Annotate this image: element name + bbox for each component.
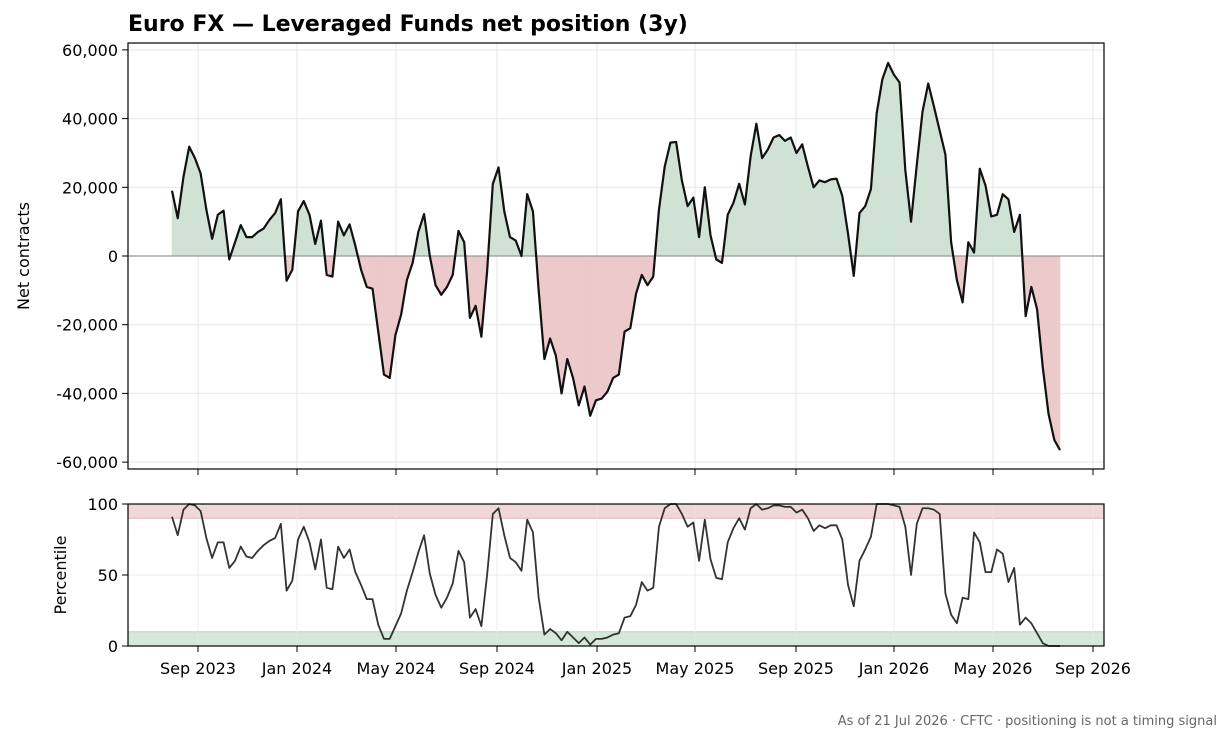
- x-tick-label: Sep 2024: [459, 659, 535, 678]
- bottom-y-tick-label: 0: [108, 637, 118, 656]
- top-y-tick-label: 0: [108, 247, 118, 266]
- percentile-bands: [128, 504, 1104, 646]
- net-area-segment: [188, 146, 196, 257]
- top-y-tick-label: -60,000: [56, 453, 118, 472]
- net-area-segment: [887, 62, 895, 257]
- percentile-panel: 0 50 100 Sep 2023 Jan 2024 May 2024 Sep 2024 J…: [51, 495, 1131, 678]
- net-area-segment: [778, 134, 786, 257]
- top-y-tick-label: -40,000: [56, 384, 118, 403]
- top-y-axis-label: Net contracts: [14, 202, 33, 310]
- net-area-segment: [624, 255, 631, 333]
- net-area-segment: [366, 255, 373, 290]
- net-area-segment: [607, 255, 614, 392]
- x-tick-label: Jan 2026: [858, 659, 929, 678]
- net-position-line: [170, 61, 1061, 451]
- net-area-segment: [990, 214, 998, 257]
- x-tick-label: Sep 2025: [758, 659, 834, 678]
- net-area-segment: [589, 255, 597, 416]
- bottom-y-tick-label: 100: [87, 495, 118, 514]
- x-tick-label: May 2025: [656, 659, 735, 678]
- percentile-line: [171, 503, 1060, 647]
- net-area-segment: [784, 136, 792, 257]
- net-area-segment: [601, 255, 608, 400]
- bottom-grid: [128, 503, 1104, 647]
- net-area-segment: [790, 137, 797, 257]
- net-position-panel: -60,000 -40,000 -20,000 0 20,000 40,000 60,000…: [14, 41, 1105, 475]
- net-area-segment: [927, 83, 935, 257]
- top-x-tick-marks: [197, 469, 1094, 475]
- top-y-tick-label: 60,000: [62, 41, 118, 60]
- net-area-segment: [767, 137, 774, 257]
- net-area-segment: [1002, 193, 1009, 257]
- net-area-segment: [1053, 255, 1061, 452]
- percentile-band: [128, 504, 1104, 519]
- x-tick-label: May 2024: [357, 659, 436, 678]
- percentile-band: [128, 631, 1104, 646]
- top-y-tick-label: 20,000: [62, 178, 118, 197]
- bottom-y-axis-label: Percentile: [51, 536, 70, 615]
- net-area-segment: [383, 255, 391, 379]
- x-tick-label: Jan 2024: [261, 659, 332, 678]
- net-area-segment: [246, 236, 253, 257]
- chart-title: Euro FX — Leveraged Funds net position (…: [128, 12, 688, 37]
- top-y-tick-label: -20,000: [56, 316, 118, 335]
- net-area-segment: [824, 178, 832, 257]
- x-axis: Sep 2023 Jan 2024 May 2024 Sep 2024 Jan 2025…: [160, 646, 1131, 678]
- net-area-segment: [578, 255, 585, 406]
- x-tick-label: Sep 2023: [160, 659, 236, 678]
- net-area-segment: [819, 180, 826, 257]
- net-area-segment: [830, 178, 837, 257]
- x-tick-label: Jan 2025: [561, 659, 632, 678]
- bottom-y-axis: 0 50 100: [87, 495, 128, 656]
- net-area-segment: [893, 73, 900, 257]
- net-area-segment: [796, 143, 803, 257]
- net-area-segment: [670, 141, 677, 257]
- x-tick-label: Sep 2026: [1055, 659, 1131, 678]
- bottom-y-tick-label: 50: [98, 566, 118, 585]
- net-area-segment: [761, 148, 769, 257]
- net-position-fill: [171, 62, 1061, 452]
- top-y-axis: -60,000 -40,000 -20,000 0 20,000 40,000 60,000: [56, 41, 128, 472]
- net-area-segment: [813, 179, 820, 257]
- net-area-segment: [612, 255, 620, 379]
- net-area-segment: [595, 255, 602, 401]
- footnote: As of 21 Jul 2026 · CFTC · positioning i…: [838, 714, 1217, 729]
- top-y-tick-label: 40,000: [62, 110, 118, 129]
- x-tick-label: May 2026: [954, 659, 1033, 678]
- net-area-segment: [217, 210, 224, 257]
- net-area-segment: [882, 62, 889, 257]
- net-area-segment: [773, 134, 780, 257]
